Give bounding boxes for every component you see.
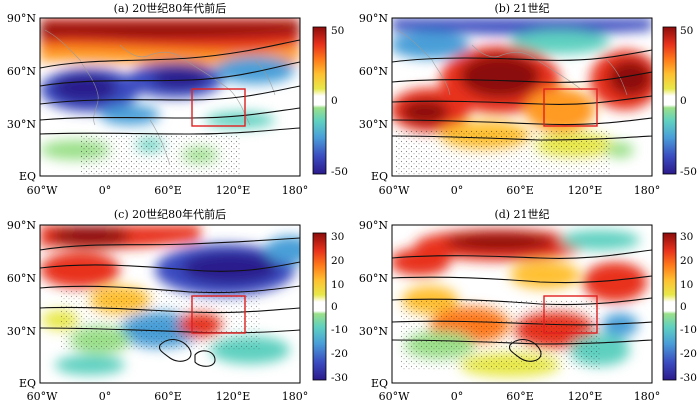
- panel-a-title: (a) 20世纪80年代前后: [114, 1, 227, 15]
- panel-c-cb-neg20: -20: [331, 348, 348, 360]
- panel-c-lat-60: 60°N: [7, 272, 36, 285]
- panel-d-cb-neg30: -30: [680, 372, 697, 384]
- panel-a: (a) 20世纪80年代前后: [7, 1, 348, 197]
- panel-d-cb-neg20: -20: [680, 348, 697, 360]
- panel-c-lat-90: 90°N: [7, 219, 36, 232]
- panel-b-lon-180: 180°: [634, 184, 661, 197]
- panel-c-lon-0: 0°: [99, 390, 112, 403]
- panel-b-lat-60: 60°N: [359, 65, 388, 78]
- panel-c-lon-60w: 60°W: [27, 390, 58, 403]
- panel-c-region-box: [191, 295, 246, 334]
- panel-b-lat-90: 90°N: [359, 12, 388, 25]
- panel-b-cb-max: 50: [680, 25, 693, 37]
- panel-b-colorbar: 50 0 -50: [662, 25, 697, 178]
- panel-c-lat-30: 30°N: [7, 325, 36, 338]
- panel-c: (c) 20世纪80年代前后: [7, 207, 348, 403]
- panel-c-cb-neg30: -30: [331, 372, 348, 384]
- panel-d-lon-180: 180°: [634, 390, 661, 403]
- panel-b-lon-60w: 60°W: [379, 184, 410, 197]
- panel-d-colorbar: 30 20 10 0 -10 -20 -30: [662, 231, 697, 384]
- panel-c-title: (c) 20世纪80年代前后: [114, 207, 226, 221]
- panel-d-lon-60w: 60°W: [379, 390, 410, 403]
- panel-c-lon-180: 180°: [282, 390, 309, 403]
- panel-c-cb-10: 10: [331, 279, 344, 291]
- panel-c-field: [40, 225, 300, 383]
- panel-a-cb-min: -50: [331, 166, 348, 178]
- panel-a-lat-30: 30°N: [7, 118, 36, 131]
- panel-d-region-box: [543, 295, 598, 334]
- panel-a-cb-zero: 0: [331, 95, 338, 107]
- panel-d-lon-120e: 120°E: [568, 390, 603, 403]
- panel-b-cb-zero: 0: [680, 95, 687, 107]
- panel-d-lon-0: 0°: [451, 390, 464, 403]
- panel-c-lon-120e: 120°E: [216, 390, 251, 403]
- panel-d-title: (d) 21世纪: [494, 208, 549, 221]
- panel-b: (b) 21世纪: [359, 2, 697, 197]
- panel-a-region-box: [191, 88, 246, 127]
- panel-c-colorbar: 30 20 10 0 -10 -20 -30: [312, 231, 348, 384]
- panel-d-cb-10: 10: [680, 279, 693, 291]
- panel-d-cb-neg10: -10: [680, 324, 697, 336]
- panel-c-cb-0: 0: [331, 301, 338, 313]
- panel-a-lon-120e: 120°E: [216, 184, 251, 197]
- panel-b-cb-min: -50: [680, 166, 697, 178]
- panel-a-colorbar: 50 0 -50: [312, 25, 348, 178]
- panel-b-lon-0: 0°: [451, 184, 464, 197]
- panel-d-cb-30: 30: [680, 231, 693, 243]
- panel-d-cb-20: 20: [680, 255, 693, 267]
- panel-c-lat-eq: EQ: [19, 377, 36, 390]
- panel-d-lat-90: 90°N: [359, 219, 388, 232]
- panel-b-lat-eq: EQ: [371, 170, 388, 183]
- panel-c-lon-60e: 60°E: [154, 390, 182, 403]
- panel-a-field: [40, 18, 300, 176]
- panel-d-lon-60e: 60°E: [506, 390, 534, 403]
- panel-d-cb-0: 0: [680, 301, 687, 313]
- panel-c-cb-neg10: -10: [331, 324, 348, 336]
- panel-d-lat-60: 60°N: [359, 272, 388, 285]
- panel-c-cb-20: 20: [331, 255, 344, 267]
- panel-a-lat-90: 90°N: [7, 12, 36, 25]
- panel-a-cb-max: 50: [331, 25, 344, 37]
- panel-b-region-box: [543, 88, 598, 127]
- panel-b-lon-60e: 60°E: [506, 184, 534, 197]
- panel-a-lon-60w: 60°W: [27, 184, 58, 197]
- panel-a-lat-60: 60°N: [7, 65, 36, 78]
- panel-a-lon-60e: 60°E: [154, 184, 182, 197]
- panel-b-field: [392, 18, 652, 176]
- panel-a-lon-180: 180°: [282, 184, 309, 197]
- panel-b-title: (b) 21世纪: [494, 2, 549, 15]
- panel-b-lat-30: 30°N: [359, 118, 388, 131]
- panel-d-lat-eq: EQ: [371, 377, 388, 390]
- panel-a-lat-eq: EQ: [19, 170, 36, 183]
- panel-c-cb-30: 30: [331, 231, 344, 243]
- panel-d-lat-30: 30°N: [359, 325, 388, 338]
- panel-b-lon-120e: 120°E: [568, 184, 603, 197]
- panel-a-lon-0: 0°: [99, 184, 112, 197]
- panel-d-field: [392, 225, 652, 383]
- panel-d: (d) 21世纪: [359, 208, 697, 403]
